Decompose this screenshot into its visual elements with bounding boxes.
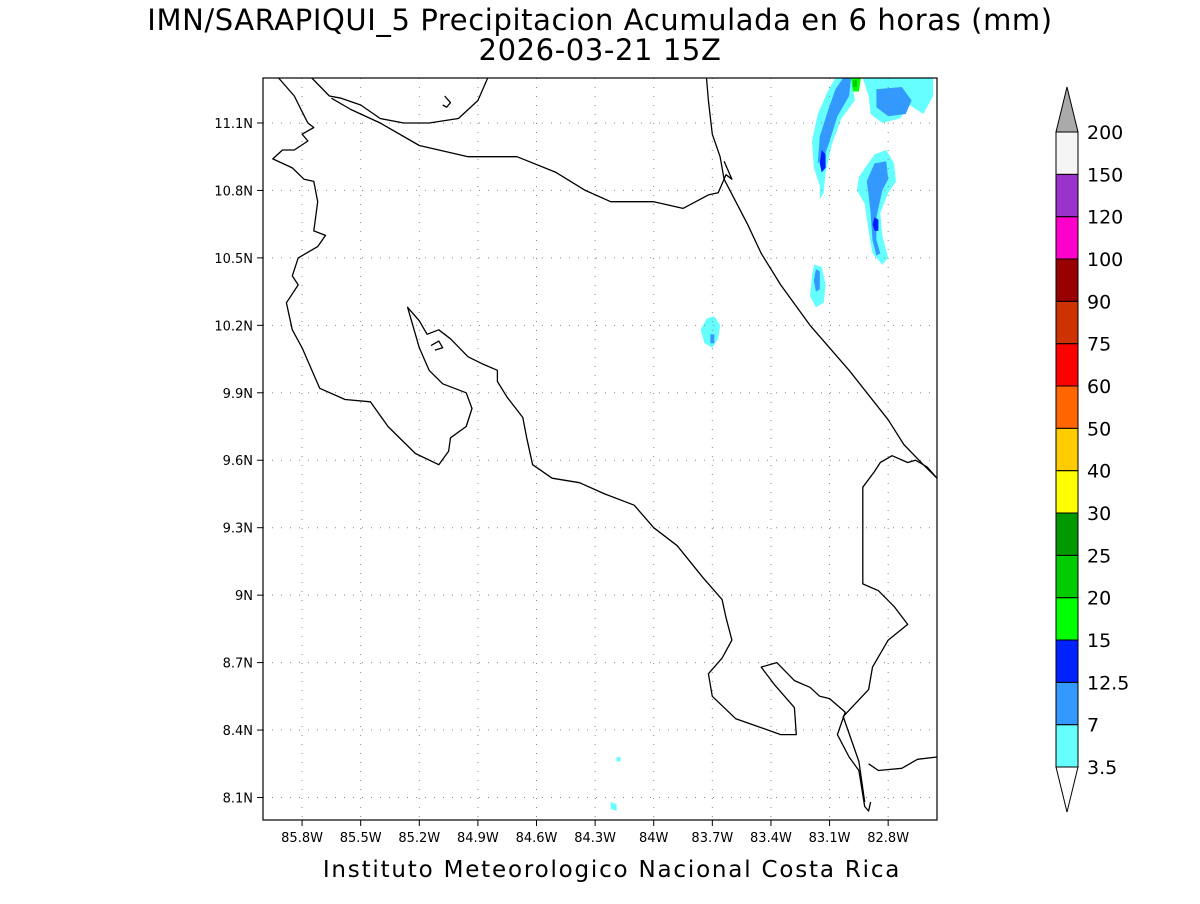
legend-label: 200 [1087,122,1123,144]
legend-color-swatch [1055,300,1079,345]
legend-label: 75 [1087,334,1111,356]
legend-color-swatch [1055,681,1079,726]
precip-area-12-5 [872,217,879,231]
lat-tick-label: 8.1N [223,792,253,807]
legend-color-swatch [1055,258,1079,302]
legend-label: 7 [1087,715,1099,737]
legend-label: 20 [1087,588,1111,610]
legend-color-swatch [1055,131,1079,175]
legend-label: 40 [1087,461,1111,483]
color-scale-legend: 3.5 7 12.5 15 20 25 30 40 50 60 75 90 100 120 150 200 [1055,86,1129,813]
lat-tick-label: 9.3N [223,522,253,537]
legend-color-swatch [1055,427,1079,472]
legend-label: 150 [1087,164,1123,186]
legend-color-swatch [1055,470,1079,514]
latitude-axis: 11.1N 10.8N 10.5N 10.2N 9.9N 9.6N 9.3N 9N 8.7N 8.… [214,117,263,807]
legend-under-arrow [1055,766,1079,813]
lon-tick-label: 84.9W [457,831,499,846]
legend-over-arrow [1055,86,1079,133]
legend-color-swatch [1055,385,1079,429]
lon-tick-label: 85.8W [281,831,323,846]
legend-label: 15 [1087,630,1111,652]
legend-color-swatch [1055,597,1079,641]
legend-label: 3.5 [1087,757,1117,779]
precip-area-7 [876,87,912,117]
legend-label: 12.5 [1087,672,1129,694]
legend-color-swatch [1055,639,1079,683]
lat-tick-label: 9.6N [223,454,253,469]
coastline-chira-island [430,340,444,351]
legend-label: 60 [1087,376,1111,398]
map-valid-time: 2026-03-21 15Z [479,33,722,67]
precip-area-3-5 [616,757,621,762]
coastline-northwest-coast [272,78,872,812]
lon-tick-label: 85.2W [398,831,440,846]
lon-tick-label: 84.3W [574,831,616,846]
precip-area-7 [710,334,715,344]
legend-color-swatch [1055,216,1079,260]
lat-tick-label: 9.9N [223,387,253,402]
legend-label: 50 [1087,418,1111,440]
lat-tick-label: 10.2N [214,319,253,334]
lon-tick-label: 83.7W [691,831,733,846]
precip-area-12-5 [819,150,826,173]
legend-label: 25 [1087,545,1111,567]
lat-tick-label: 9N [235,589,253,604]
lon-tick-label: 83.1W [809,831,851,846]
legend-label: 90 [1087,291,1111,313]
legend-color-swatch [1055,724,1079,768]
precipitation-layer [610,78,934,811]
precip-area-3-5 [610,802,617,811]
map-frame [262,77,938,821]
coastline-lake-island [442,95,452,108]
precip-area-7 [817,78,851,164]
lon-tick-label: 85.5W [340,831,382,846]
lat-tick-label: 10.5N [214,252,253,267]
precip-area-20 [853,80,857,87]
lon-tick-label: 82.8W [867,831,909,846]
coastline-panama-border-north [842,455,937,803]
coastline-layer [272,78,937,812]
coastline-nicaragua-east-coast [705,78,725,180]
lat-tick-label: 8.4N [223,724,253,739]
institution-credit: Instituto Meteorologico Nacional Costa R… [323,857,901,883]
legend-color-swatch [1055,512,1079,556]
coastline-nicaragua-border [331,97,733,210]
lon-tick-label: 84.6W [516,831,558,846]
legend-color-swatch [1055,173,1079,218]
lat-tick-label: 10.8N [214,184,253,199]
precip-area-7 [813,269,820,292]
coastline-panama-coast-south [868,756,937,772]
lat-tick-label: 11.1N [214,117,253,132]
lat-tick-label: 8.7N [223,657,253,672]
legend-color-swatch [1055,554,1079,599]
map-title: IMN/SARAPIQUI_5 Precipitacion Acumulada … [147,3,1052,37]
precip-area-3-5 [700,316,721,348]
legend-label: 30 [1087,503,1111,525]
precip-area-7 [866,161,889,256]
legend-color-swatch [1055,343,1079,387]
coastline-lake-nicaragua-shore [311,78,489,124]
lon-tick-label: 84W [639,831,669,846]
longitude-axis: 85.8W 85.5W 85.2W 84.9W 84.6W 84.3W 84W 83.7W 83… [281,820,909,846]
lon-tick-label: 83.4W [750,831,792,846]
legend-label: 120 [1087,207,1123,229]
coastline-caribbean-coast [723,178,937,479]
legend-label: 100 [1087,249,1123,271]
map-graticule [263,78,937,820]
